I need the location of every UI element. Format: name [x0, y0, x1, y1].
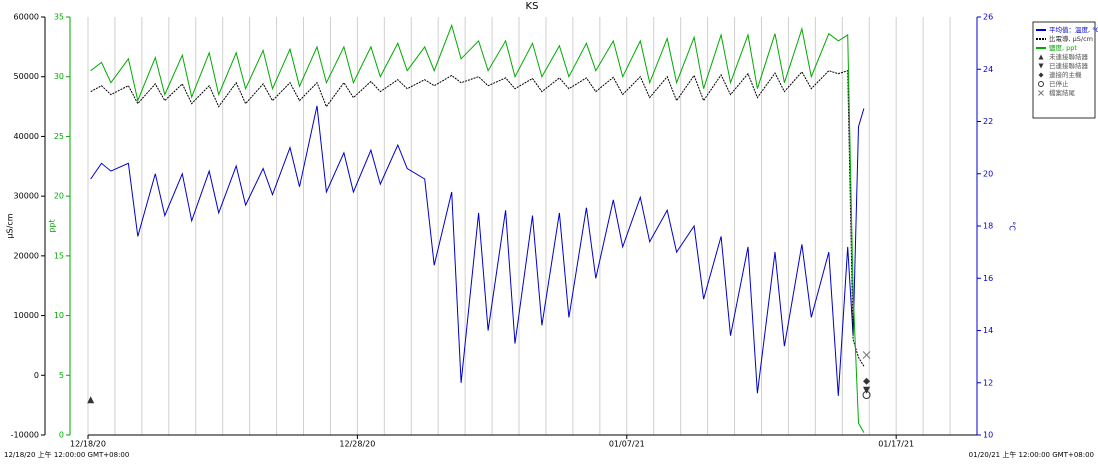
legend-label: 檔案結尾 [1049, 88, 1076, 97]
y-tick-label: 22 [983, 117, 993, 126]
y-tick-label: -10000 [11, 431, 39, 440]
chart-title: KS [526, 1, 539, 12]
event-marker [863, 386, 871, 394]
y-tick-label: 30000 [14, 192, 39, 201]
event-marker [863, 377, 871, 385]
y-tick-label: 10000 [14, 311, 39, 320]
y-tick-label: 50000 [14, 72, 39, 81]
y-tick-label: 16 [983, 274, 993, 283]
event-marker [862, 390, 871, 399]
y-tick-label: 26 [983, 13, 993, 22]
y-tick-label: 20000 [14, 251, 39, 260]
legend-label: 已停止 [1049, 79, 1069, 88]
x-end-label: 01/20/21 上午 12:00:00 GMT+08:00 [969, 450, 1094, 459]
event-marker [1038, 54, 1044, 60]
series-line [90, 70, 865, 367]
legend-label: 平均值：溫度, °C [1049, 25, 1098, 34]
legend-label: 連接的主機 [1049, 70, 1082, 79]
legend-label: 已連接聯結器 [1049, 61, 1089, 70]
y-tick-label: 15 [54, 251, 64, 260]
y-tick-label: 0 [59, 431, 64, 440]
y-tick-label: 0 [34, 371, 39, 380]
event-marker [1038, 90, 1044, 96]
y-tick-label: 24 [983, 65, 993, 74]
legend-label: 鹽度, ppt [1049, 43, 1077, 52]
legend-label: 未連接聯結器 [1049, 52, 1089, 61]
y-tick-label: 30 [54, 72, 64, 81]
y-tick-label: 18 [983, 222, 993, 231]
event-marker [1038, 81, 1044, 87]
y-tick-label: 40000 [14, 132, 39, 141]
event-marker [1038, 63, 1044, 69]
y-tick-label: 5 [59, 371, 64, 380]
y-tick-label: 20 [983, 169, 993, 178]
event-marker [87, 396, 95, 404]
x-start-label: 12/18/20 上午 12:00:00 GMT+08:00 [4, 450, 129, 459]
x-tick-label: 12/18/20 [70, 440, 106, 449]
y-tick-label: 20 [54, 192, 64, 201]
y-tick-label: 10 [983, 431, 993, 440]
y3-axis-label: ppt [48, 219, 57, 232]
series-line [90, 23, 865, 433]
x-tick-label: 01/07/21 [609, 440, 645, 449]
x-tick-label: 12/28/20 [339, 440, 375, 449]
y2-axis-label: °C [1008, 221, 1017, 231]
y-tick-label: 10 [54, 311, 64, 320]
y-tick-label: 25 [54, 132, 64, 141]
event-marker [1038, 72, 1044, 78]
series-line [90, 105, 865, 396]
y-axis-label: μS/cm [6, 213, 15, 238]
y-tick-label: 35 [54, 13, 64, 22]
y-tick-label: 60000 [14, 13, 39, 22]
y-tick-label: 12 [983, 378, 993, 387]
event-marker [862, 351, 871, 359]
x-tick-label: 01/17/21 [878, 440, 914, 449]
y-tick-label: 14 [983, 326, 993, 335]
legend-label: 比電導, μS/cm [1049, 34, 1093, 43]
